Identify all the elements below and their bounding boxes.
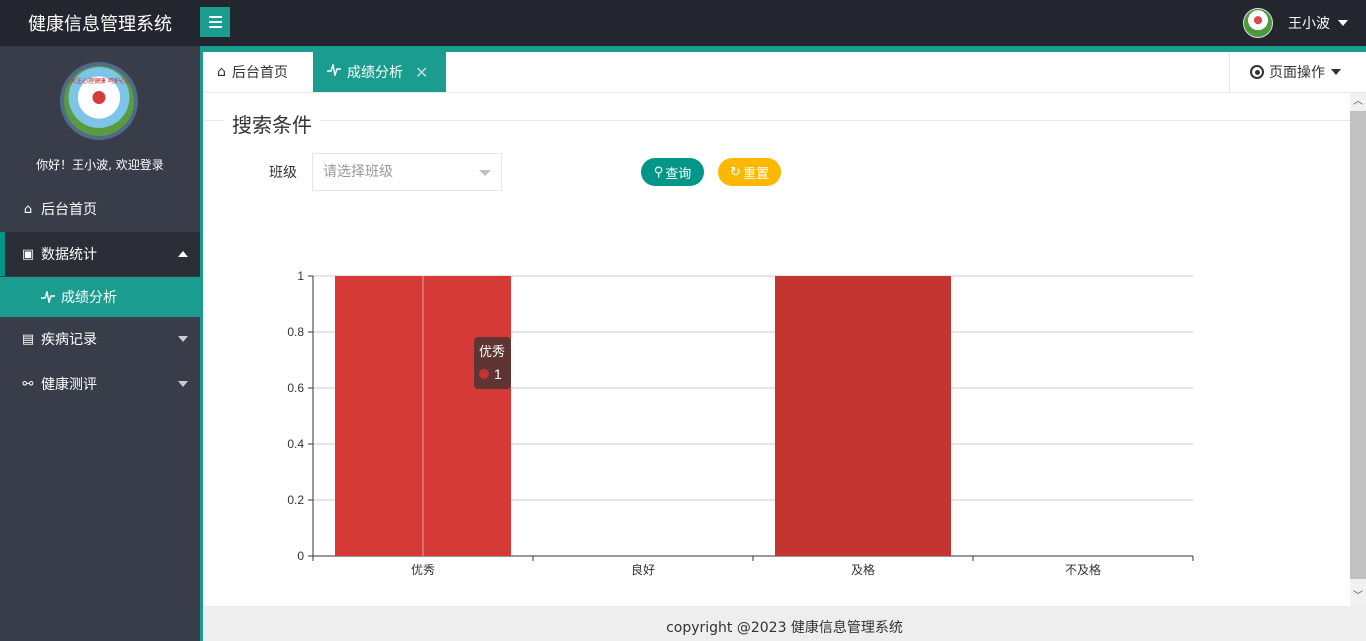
sidebar-avatar: 关注心理健康 呵护心灵成长	[60, 62, 138, 140]
menu-toggle-button[interactable]	[200, 7, 230, 37]
class-select-placeholder: 请选择班级	[323, 164, 393, 180]
sidebar-item-label: 成绩分析	[61, 290, 117, 306]
search-icon: ⚲	[653, 164, 664, 180]
user-name: 王小波	[1288, 16, 1330, 32]
hamburger-icon	[208, 16, 222, 18]
scroll-thumb[interactable]	[1350, 111, 1366, 579]
query-button-label: 查询	[665, 166, 692, 182]
pulse-icon	[40, 289, 56, 305]
class-label: 班级	[269, 165, 297, 181]
query-button[interactable]: ⚲ 查询	[641, 158, 704, 186]
tooltip-value: 1	[494, 366, 502, 382]
reset-button-label: 重置	[742, 166, 769, 182]
chevron-down-icon	[479, 170, 491, 176]
sidebar-item-label: 后台首页	[41, 202, 97, 218]
chart-icon: ▣	[21, 246, 35, 262]
sidebar-item-label: 数据统计	[41, 247, 97, 263]
welcome-text: 你好！王小波, 欢迎登录	[36, 158, 164, 172]
y-tick-label: 0.2	[287, 493, 304, 507]
clipboard-icon: ▤	[21, 331, 35, 347]
link-icon: ⚯	[22, 376, 34, 392]
chevron-down-icon	[1338, 20, 1348, 26]
footer: copyright @2023 健康信息管理系统	[203, 606, 1366, 641]
sidebar-item-data-stats[interactable]: ▣ 数据统计	[0, 232, 200, 276]
chart-tooltip: 优秀 1	[474, 337, 511, 389]
tooltip-category: 优秀	[479, 344, 505, 359]
y-tick-label: 1	[297, 269, 304, 283]
chevron-down-icon	[178, 336, 188, 342]
avatar-logo-text: 关注心理健康 呵护心灵成长	[70, 78, 132, 85]
close-icon[interactable]: ✕	[415, 62, 429, 82]
tab-label: 后台首页	[231, 65, 288, 81]
sidebar-item-disease-records[interactable]: ▤ 疾病记录	[0, 317, 200, 361]
page-ops-label: 页面操作	[1269, 65, 1325, 81]
x-tick-label: 优秀	[411, 563, 435, 577]
page-operations-menu[interactable]: 页面操作	[1229, 52, 1366, 92]
app-title: 健康信息管理系统	[28, 14, 172, 35]
score-chart: 0 0.2 0.4 0.6 0.8 1 优秀 良好 及格 不及格 优秀 1	[203, 263, 1350, 583]
user-menu[interactable]: 王小波	[1243, 8, 1348, 38]
y-tick-label: 0	[297, 549, 304, 563]
sidebar: 关注心理健康 呵护心灵成长 你好！王小波, 欢迎登录 ⌂ 后台首页 ▣ 数据统计…	[0, 46, 200, 641]
search-legend: 搜索条件	[223, 109, 321, 138]
bar-及格	[775, 276, 951, 556]
chevron-down-icon	[1331, 69, 1341, 75]
reset-button[interactable]: ↻ 重置	[718, 158, 781, 186]
refresh-icon: ↻	[730, 164, 741, 180]
x-tick-label: 良好	[631, 562, 655, 577]
vertical-scrollbar[interactable]: ︿ ﹀	[1350, 93, 1366, 606]
tab-score-analysis[interactable]: 成绩分析 ✕	[313, 52, 446, 92]
tab-label: 成绩分析	[347, 65, 403, 81]
tab-home[interactable]: ⌂ 后台首页	[203, 52, 313, 92]
chevron-up-icon	[178, 251, 188, 257]
home-icon: ⌂	[23, 201, 33, 217]
class-select[interactable]: 请选择班级	[312, 153, 502, 191]
tab-bar: ⌂ 后台首页 成绩分析 ✕ 页面操作	[203, 52, 1366, 93]
sidebar-item-label: 健康测评	[41, 377, 97, 393]
x-tick-label: 及格	[851, 562, 875, 577]
chevron-down-icon	[178, 381, 188, 387]
sidebar-item-score-analysis[interactable]: 成绩分析	[0, 277, 200, 317]
target-icon	[1250, 65, 1264, 79]
sidebar-item-home[interactable]: ⌂ 后台首页	[0, 187, 200, 231]
fieldset-divider	[203, 120, 1350, 121]
main-panel: 搜索条件 班级 请选择班级 ⚲ 查询 ↻ 重置 0 0.2 0.4 0.6 0.8 1 优秀…	[203, 93, 1350, 606]
scroll-down-icon[interactable]: ﹀	[1353, 591, 1363, 602]
tab-accent-line	[200, 46, 1366, 52]
y-tick-label: 0.4	[287, 437, 304, 451]
top-bar: 健康信息管理系统 王小波	[0, 0, 1366, 46]
sidebar-item-health-assessment[interactable]: ⚯ 健康测评	[0, 362, 200, 406]
avatar	[1243, 8, 1273, 38]
tooltip-marker	[479, 369, 489, 379]
x-tick-label: 不及格	[1065, 562, 1101, 577]
sidebar-item-label: 疾病记录	[41, 332, 97, 348]
y-tick-label: 0.8	[287, 325, 304, 339]
pulse-icon	[327, 62, 341, 80]
y-tick-label: 0.6	[287, 381, 304, 395]
home-icon: ⌂	[217, 64, 226, 80]
scroll-up-icon[interactable]: ︿	[1353, 96, 1363, 107]
